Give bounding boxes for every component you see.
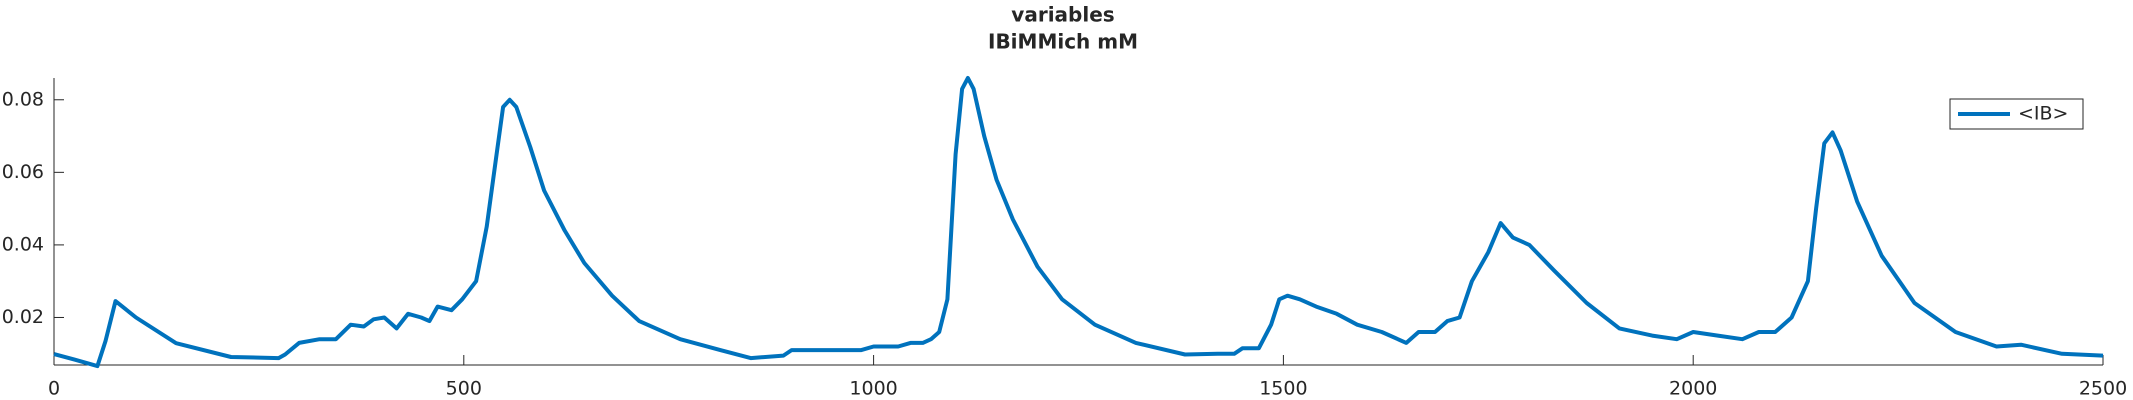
- x-tick-label: 0: [48, 378, 60, 400]
- y-tick-label: 0.04: [2, 233, 44, 255]
- data-line: [53, 76, 2104, 369]
- y-tick-label: 0.06: [2, 161, 44, 183]
- chart-title: variables: [1011, 3, 1114, 27]
- legend-label: <IB>: [2018, 103, 2068, 125]
- x-tick-label: 2000: [1669, 378, 1717, 400]
- y-tick-label: 0.02: [2, 306, 44, 328]
- y-tick-label: 0.08: [2, 88, 44, 110]
- x-tick-label: 2500: [2079, 378, 2127, 400]
- chart-subtitle: IBiMMich mM: [988, 30, 1138, 54]
- x-tick-label: 1500: [1259, 378, 1307, 400]
- x-tick-label: 1000: [849, 378, 897, 400]
- x-tick-label: 500: [446, 378, 482, 400]
